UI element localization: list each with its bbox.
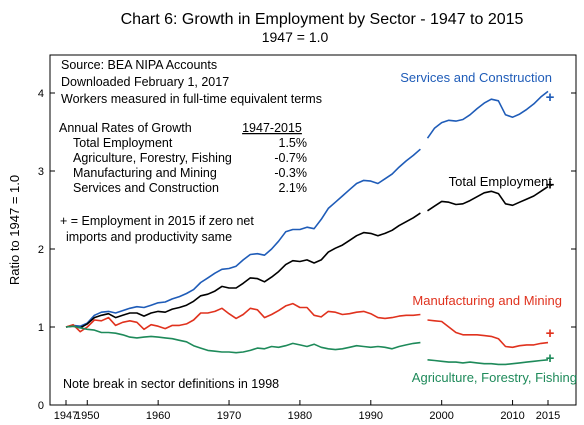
notes-block: Source: BEA NIPA Accounts Downloaded Feb…	[59, 58, 322, 391]
rate-label: Agriculture, Forestry, Fishing	[73, 151, 232, 165]
x-tick-label: 2000	[429, 410, 453, 422]
markers-2015: + + + +	[546, 89, 555, 367]
series-line-2-pre1998	[65, 302, 421, 333]
note-break: Note break in sector definitions in 1998	[63, 377, 279, 391]
marker-2015-plus: +	[546, 325, 555, 342]
series-label-total: Total Employment	[449, 174, 553, 189]
x-tick-label: 1950	[75, 410, 99, 422]
marker-2015-plus: +	[546, 176, 555, 193]
y-tick-label: 3	[38, 166, 44, 178]
rate-value: 2.1%	[279, 181, 308, 195]
marker-2015-plus: +	[546, 350, 555, 367]
series-label-services: Services and Construction	[400, 70, 552, 85]
x-tick-label: 1960	[146, 410, 170, 422]
rate-value: -0.7%	[274, 151, 307, 165]
series-line-2-post1998	[427, 319, 549, 349]
rate-value: 1.5%	[279, 136, 308, 150]
series-line-0-post1998	[426, 90, 549, 139]
y-axis-label: Ratio to 1947 = 1.0	[7, 175, 22, 285]
rates-header: Annual Rates of Growth	[59, 121, 192, 135]
rate-label: Manufacturing and Mining	[73, 166, 217, 180]
series-line-1-post1998	[427, 185, 549, 212]
y-tick-label: 1	[38, 322, 44, 334]
series-lines	[65, 90, 549, 366]
x-tick-label: 2015	[536, 410, 560, 422]
series-line-3-pre1998	[65, 325, 421, 354]
rate-label: Services and Construction	[73, 181, 219, 195]
note-plus-line2: imports and productivity same	[66, 230, 232, 244]
note-downloaded: Downloaded February 1, 2017	[61, 75, 229, 89]
series-line-3-post1998	[427, 359, 549, 366]
rate-value: -0.3%	[274, 166, 307, 180]
plot-frame	[49, 54, 577, 406]
series-line-1-pre1998	[65, 212, 421, 329]
y-tick-label: 4	[38, 88, 44, 100]
rate-label: Total Employment	[73, 136, 173, 150]
x-tick-label: 1990	[359, 410, 383, 422]
note-source: Source: BEA NIPA Accounts	[61, 58, 217, 72]
x-tick-label: 1970	[217, 410, 241, 422]
chart-subtitle: 1947 = 1.0	[262, 29, 329, 45]
note-workers: Workers measured in full-time equivalent…	[61, 92, 322, 106]
marker-2015-plus: +	[546, 89, 555, 106]
x-tick-label: 1980	[288, 410, 312, 422]
x-tick-label: 1947	[54, 410, 78, 422]
y-tick-label: 2	[38, 244, 44, 256]
y-axis: 0 1 2 3 4	[38, 88, 576, 412]
series-line-0-pre1998	[65, 148, 421, 328]
series-label-agriculture: Agriculture, Forestry, Fishing	[412, 370, 577, 385]
x-tick-label: 2010	[500, 410, 524, 422]
chart-title: Chart 6: Growth in Employment by Sector …	[121, 11, 524, 28]
note-plus-line1: + = Employment in 2015 if zero net	[60, 214, 254, 228]
rates-period: 1947-2015	[242, 121, 302, 135]
series-label-manufacturing: Manufacturing and Mining	[412, 293, 562, 308]
y-tick-label: 0	[38, 400, 44, 412]
